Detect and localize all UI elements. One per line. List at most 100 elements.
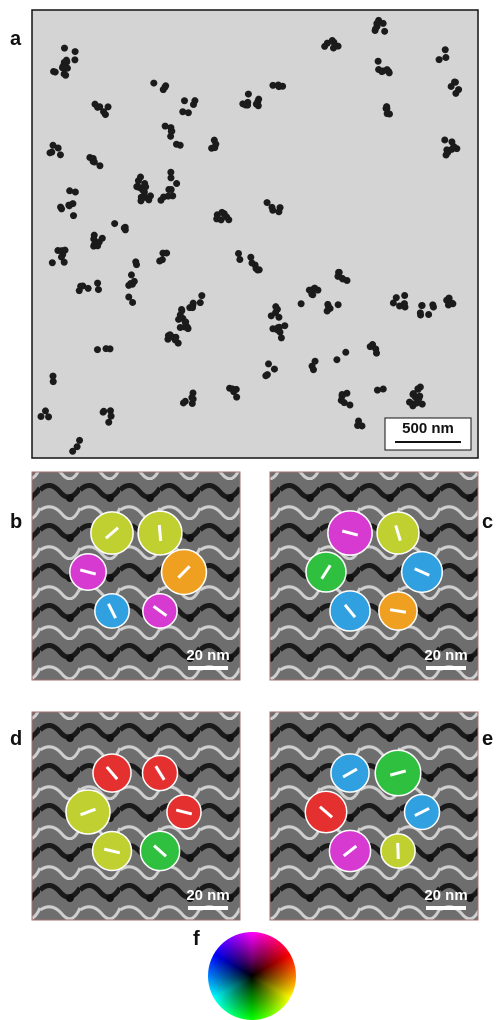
nanoparticle bbox=[277, 204, 284, 211]
nanoparticle bbox=[70, 212, 77, 219]
nanoparticle bbox=[443, 152, 450, 159]
nanoparticle bbox=[45, 413, 52, 420]
nanoparticle bbox=[175, 316, 182, 323]
nanoparticle bbox=[94, 280, 101, 287]
nanoparticle bbox=[321, 43, 328, 50]
nanoparticle bbox=[236, 256, 243, 263]
nanoparticle bbox=[330, 45, 337, 52]
nanoparticle bbox=[450, 143, 457, 150]
nanoparticle bbox=[145, 196, 152, 203]
nanoparticle bbox=[64, 65, 71, 72]
nanoparticle bbox=[310, 366, 317, 373]
nanoparticle bbox=[132, 258, 139, 265]
nanoparticle bbox=[46, 149, 53, 156]
nanoparticle bbox=[354, 422, 361, 429]
nanoparticle bbox=[333, 356, 340, 363]
nanoparticle bbox=[373, 20, 380, 27]
nanoparticle bbox=[167, 174, 174, 181]
nanoparticle bbox=[182, 319, 189, 326]
nanoparticle bbox=[256, 266, 263, 273]
nanoparticle bbox=[324, 301, 331, 308]
nanoparticle bbox=[417, 309, 424, 316]
nanoparticle bbox=[128, 271, 135, 278]
nanoparticle bbox=[386, 110, 393, 117]
nanoparticle bbox=[269, 82, 276, 89]
panel-label: f bbox=[193, 928, 200, 950]
nanoparticle bbox=[386, 69, 393, 76]
scale-label: 500 nm bbox=[402, 420, 454, 437]
nanoparticle bbox=[102, 111, 109, 118]
nanoparticle bbox=[213, 215, 220, 222]
nanoparticle bbox=[245, 91, 252, 98]
nanoparticle bbox=[129, 299, 136, 306]
panel-label: a bbox=[10, 28, 22, 50]
nanoparticle bbox=[335, 301, 342, 308]
nanoparticle bbox=[76, 437, 83, 444]
nanoparticle bbox=[57, 204, 64, 211]
nanoparticle bbox=[309, 291, 316, 298]
nanoparticle bbox=[262, 372, 269, 379]
nanoparticle bbox=[452, 90, 459, 97]
nanoparticle bbox=[162, 82, 169, 89]
nanoparticle bbox=[271, 366, 278, 373]
nanoparticle bbox=[165, 332, 172, 339]
nanoparticle bbox=[160, 194, 167, 201]
figure: 500 nm a b c d e f 20 nm20 nm20 nm20 nm bbox=[0, 0, 496, 1017]
nanoparticle bbox=[265, 360, 272, 367]
nanoparticle bbox=[255, 96, 262, 103]
nanoparticle bbox=[334, 273, 341, 280]
nanoparticle bbox=[62, 72, 69, 79]
nanoparticle bbox=[168, 186, 175, 193]
nanoparticle bbox=[185, 109, 192, 116]
nanoparticle bbox=[91, 101, 98, 108]
nanoparticle bbox=[61, 259, 68, 266]
nanoparticle bbox=[247, 254, 254, 261]
nanoparticle bbox=[264, 199, 271, 206]
nanoparticle bbox=[425, 311, 432, 318]
nanoparticle bbox=[105, 419, 112, 426]
nanoparticle bbox=[94, 346, 101, 353]
nanoparticle bbox=[441, 136, 448, 143]
nanoparticle bbox=[49, 373, 56, 380]
nanoparticle bbox=[375, 66, 382, 73]
nanoparticle bbox=[131, 278, 138, 285]
nanoparticle bbox=[448, 83, 455, 90]
nanoparticle bbox=[181, 97, 188, 104]
nanoparticle bbox=[383, 103, 390, 110]
nanoparticle bbox=[298, 300, 305, 307]
nanoparticle bbox=[180, 399, 187, 406]
nanoparticle bbox=[141, 180, 148, 187]
nanoparticle bbox=[242, 102, 249, 109]
nanoparticle bbox=[276, 324, 283, 331]
nanoparticle bbox=[72, 48, 79, 55]
nanoparticle bbox=[37, 413, 44, 420]
nanoparticle bbox=[275, 314, 282, 321]
scale-label: 20 nm bbox=[186, 647, 229, 664]
nanoparticle bbox=[342, 349, 349, 356]
nanoparticle bbox=[55, 145, 62, 152]
nanoparticle bbox=[401, 303, 408, 310]
nanoparticle bbox=[91, 158, 98, 165]
panel-label: e bbox=[482, 728, 493, 750]
nanoparticle bbox=[52, 69, 59, 76]
nanoparticle bbox=[229, 385, 236, 392]
nanoparticle bbox=[72, 188, 79, 195]
nanoparticle bbox=[107, 345, 114, 352]
nanoparticle bbox=[61, 45, 68, 52]
nanoparticle bbox=[190, 300, 197, 307]
nanoparticle bbox=[150, 80, 157, 87]
nanoparticle bbox=[122, 224, 129, 231]
nanoparticle bbox=[177, 324, 184, 331]
nanoparticle bbox=[66, 202, 73, 209]
nanoparticle bbox=[137, 174, 144, 181]
nanoparticle bbox=[409, 402, 416, 409]
nanoparticle bbox=[76, 287, 83, 294]
arrow bbox=[398, 843, 399, 859]
nanoparticle bbox=[211, 144, 218, 151]
nanoparticle bbox=[188, 394, 195, 401]
nanoparticle bbox=[156, 257, 163, 264]
nanoparticle bbox=[225, 216, 232, 223]
nanoparticle bbox=[233, 394, 240, 401]
nanoparticle bbox=[49, 259, 56, 266]
nanoparticle bbox=[374, 387, 381, 394]
